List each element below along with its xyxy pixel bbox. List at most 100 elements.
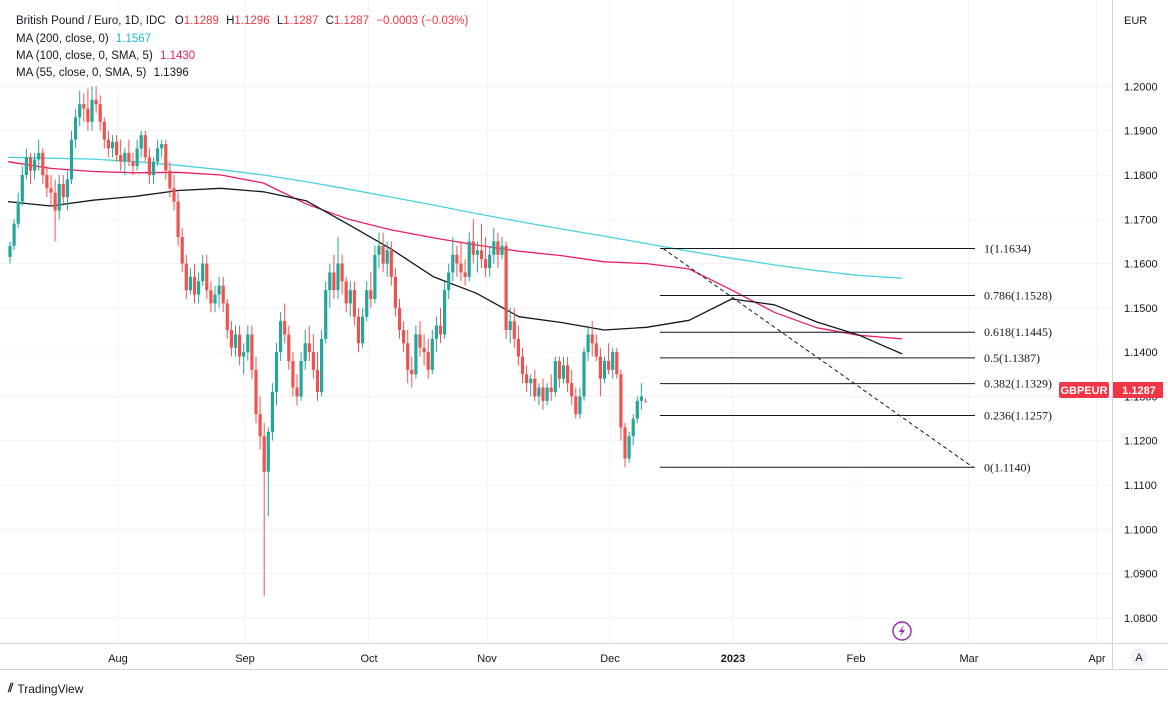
candle-body (475, 250, 479, 255)
event-marker-icon[interactable] (892, 621, 912, 641)
ohlc-values: O1.1289 H1.1296 L1.1287 C1.1287 −0.0003 … (175, 15, 469, 27)
tradingview-logo-icon: ⫽ (8, 681, 14, 695)
price-tick-label: 1.1600 (1124, 259, 1158, 271)
time-tick-label: Sep (235, 653, 255, 665)
candle-body (381, 245, 385, 264)
fib-level-label: 0.618(1.1445) (984, 325, 1052, 339)
candle-body (229, 330, 233, 348)
candle-body (422, 347, 426, 353)
candle-body (82, 104, 86, 109)
candle-body (168, 170, 172, 189)
candle-body (447, 272, 451, 291)
candle-body (451, 254, 455, 273)
candle-body (279, 321, 283, 353)
candle-body (184, 263, 188, 291)
candle-body (287, 334, 291, 361)
candle-body (90, 99, 94, 122)
indicator-ma100[interactable]: MA (100, close, 0, SMA, 5) 1.1430 (16, 49, 195, 63)
candle-body (86, 108, 90, 122)
candle-body (537, 387, 541, 397)
candle-body (365, 290, 369, 317)
candle-body (69, 139, 74, 180)
candle-body (303, 343, 307, 361)
candle-body (582, 352, 586, 397)
close-label: C (325, 15, 334, 27)
candle-body (611, 352, 615, 370)
auto-scale-circle[interactable] (1130, 648, 1148, 666)
branding-text: TradingView (17, 681, 84, 696)
candle-body (131, 161, 135, 167)
candle-body (635, 400, 639, 419)
candle-body (479, 250, 484, 260)
candle-body (110, 141, 115, 149)
candle-body (553, 361, 557, 392)
candle-body (291, 361, 295, 388)
currency-label: EUR (1124, 15, 1147, 27)
candle-body (164, 144, 168, 171)
candle-body (369, 290, 373, 299)
time-tick-label: Nov (477, 653, 497, 665)
candle-body (8, 245, 12, 257)
candle-body (151, 161, 156, 175)
candle-body (225, 303, 229, 330)
candle-body (397, 307, 402, 330)
time-tick-label: Dec (600, 653, 620, 665)
candle-body (619, 374, 623, 428)
candle-body (217, 285, 221, 295)
tradingview-branding[interactable]: ⫽ TradingView (8, 681, 83, 696)
candle-body (525, 374, 529, 384)
price-axis[interactable]: 1.2000 1.1900 1.1800 1.1700 1.1600 1.1500 1.14… (1124, 81, 1158, 624)
candle-body (578, 396, 582, 415)
candle-body (602, 361, 607, 379)
indicator-label: MA (200, close, 0) (16, 33, 109, 45)
candle-body (332, 272, 336, 291)
candle-body (389, 250, 393, 277)
candle-body (45, 175, 49, 189)
candle-body (221, 285, 225, 304)
auto-scale-button[interactable]: A (1130, 648, 1148, 666)
symbol-title: British Pound / Euro, 1D, IDC (16, 15, 166, 27)
candle-body (320, 338, 324, 392)
candle-body (213, 294, 217, 304)
fib-level-label: 0.5(1.1387) (984, 351, 1040, 365)
candle-body (262, 436, 266, 472)
candle-body (201, 263, 205, 282)
candle-body (270, 392, 274, 432)
indicator-ma55[interactable]: MA (55, close, 0, SMA, 5) 1.1396 (16, 66, 189, 80)
candle-body (16, 201, 20, 224)
candle-body (311, 352, 315, 370)
candle-body (336, 263, 340, 291)
time-tick-label: Feb (847, 653, 866, 665)
indicator-value: 1.1567 (115, 33, 152, 45)
candle-body (233, 334, 238, 348)
candle-body (590, 334, 594, 344)
candle-body (28, 157, 33, 171)
candle-body (147, 157, 151, 175)
ma100-line (7, 161, 903, 340)
candle-body (74, 117, 78, 140)
candle-body (643, 401, 648, 403)
indicator-ma200[interactable]: MA (200, close, 0) 1.1567 (16, 32, 151, 46)
candle-body (127, 152, 131, 162)
fibonacci-retracement[interactable]: 1(1.1634) 0.786(1.1528) 0.618(1.1445) 0.5(1… (660, 242, 1052, 475)
candle-body (135, 148, 139, 167)
candle-body (242, 352, 246, 357)
price-tick-label: 1.1000 (1124, 524, 1158, 536)
candle-body (106, 139, 110, 149)
candle-body (500, 245, 504, 255)
candle-body (192, 276, 197, 295)
moving-averages (7, 156, 903, 355)
fib-level-label: 0(1.1140) (984, 460, 1031, 474)
ma200-line (7, 156, 903, 279)
candle-body (574, 396, 578, 415)
candle-body (496, 241, 500, 255)
candle-body (484, 259, 488, 268)
candle-body (414, 334, 418, 375)
time-axis[interactable]: Aug Sep Oct Nov Dec 2023 Feb Mar Apr (108, 653, 1106, 665)
trend-line-dashed (662, 248, 974, 468)
candle-body (102, 121, 106, 140)
price-tag-symbol: GBPEUR (1060, 385, 1107, 397)
candle-body (434, 325, 438, 339)
candle-body (570, 383, 574, 397)
